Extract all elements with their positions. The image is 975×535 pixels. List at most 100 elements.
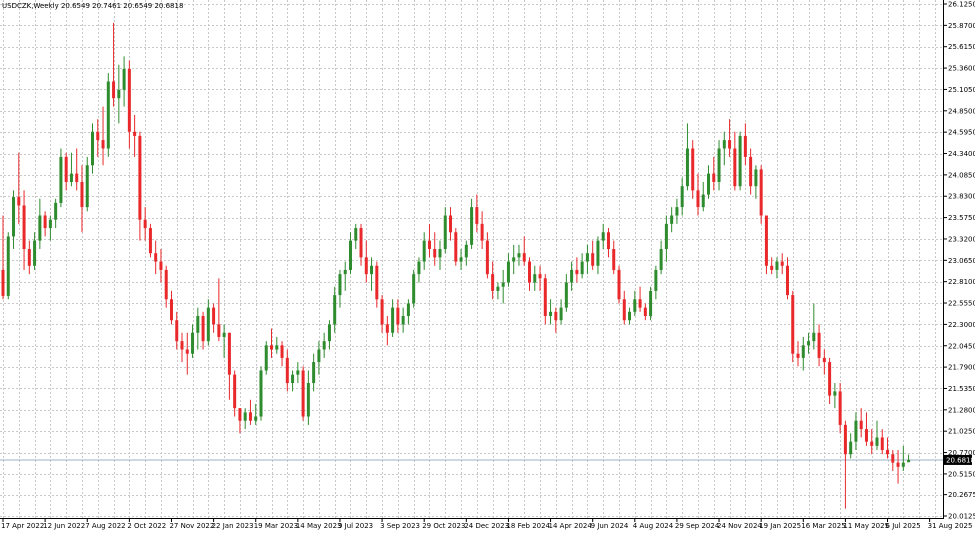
price-tick-label: 22.3000 [948,321,975,329]
candle-bearish [485,232,489,279]
candle-bearish [575,257,579,283]
candle-bullish [459,249,463,270]
candle-body [412,274,416,304]
time-tick-label: 2 Oct 2022 [127,522,166,530]
candle-body [385,324,389,333]
candle-bearish [101,106,105,166]
candle-bearish [396,299,400,333]
candle-bullish [312,353,316,392]
candle-bullish [317,341,321,375]
candle-bearish [22,190,26,270]
candle-bearish [359,223,363,266]
candle-bearish [622,290,626,325]
candle-body [785,265,789,296]
candle-bullish [117,64,121,124]
time-tick-label: 12 Jun 2022 [43,522,85,530]
candle-bullish [338,269,342,308]
candle-body [80,181,84,208]
candle-bullish [206,299,210,346]
candle-bullish [907,454,911,463]
candle-bullish [470,198,474,250]
candle-body [601,232,605,241]
candle-bearish [127,60,131,149]
candle-body [417,261,421,275]
candle-bearish [838,383,842,434]
candle-body [801,345,805,358]
candle-body [712,173,716,182]
candle-bearish [285,349,289,392]
candle-bullish [680,177,684,216]
candle-body [896,462,900,467]
candle-bearish [433,232,437,266]
candle-body [296,370,300,375]
candle-body [212,307,216,325]
candle-bullish [707,165,711,199]
candle-bearish [233,370,237,417]
candle-bearish [612,240,616,275]
candle-bearish [796,341,800,367]
candle-body [238,408,242,421]
candle-bullish [69,152,73,187]
candle-bullish [807,332,811,354]
candle-body [880,437,884,451]
candle-body [528,261,531,283]
candle-bearish [427,223,431,258]
candle-body [764,215,768,266]
candle-bullish [443,207,447,254]
candle-body [533,274,537,283]
candle-body [112,81,116,99]
candle-body [506,261,510,283]
candle-body [333,295,337,325]
candle-bearish [385,316,389,346]
candle-body [370,265,374,275]
candle-bearish [859,408,863,438]
candle-body [422,240,426,262]
candle-body [322,341,326,350]
candle-body [122,68,126,90]
candle-bullish [12,190,16,250]
time-tick-label: 24 Nov 2024 [717,522,762,530]
candle-bullish [670,207,674,233]
candle-body [459,257,463,262]
candle-bullish [775,257,779,279]
candle-bullish [628,307,632,325]
candles-layer [1,22,911,509]
candle-body [691,148,695,191]
candle-bearish [217,278,221,342]
candle-bullish [333,286,337,333]
candle-body [633,299,637,312]
candle-bullish [596,236,600,275]
candle-body [138,135,142,220]
candle-body [285,357,289,384]
candle-bearish [375,261,379,308]
candle-bullish [701,181,705,212]
candle-bullish [85,156,89,212]
price-tick-label: 23.0650 [948,257,975,265]
candle-bearish [728,119,732,157]
price-tick-label: 20.7700 [948,449,975,457]
candle-bearish [248,399,252,425]
candle-bearish [175,311,179,350]
candle-bearish [43,211,47,237]
current-price-label: 20.6818 [946,456,975,464]
time-tick-label: 22 Jan 2023 [212,522,254,530]
candle-body [222,332,226,337]
candle-bearish [112,22,116,107]
candle-bullish [506,253,510,287]
candle-bearish [591,240,595,270]
candle-body [649,290,653,317]
candle-body [496,286,500,291]
time-tick-label: 4 Aug 2024 [633,522,674,530]
candle-body [43,215,47,229]
candle-body [791,295,795,354]
candle-body [48,219,52,229]
time-tick-label: 3 Sep 2023 [380,522,420,530]
candle-bearish [759,165,763,224]
candle-body [512,257,516,262]
time-tick-label: 29 Sep 2024 [675,522,720,530]
candle-bearish [1,215,5,300]
candle-bearish [212,303,216,333]
candle-bearish [280,341,284,367]
candle-body [1,269,5,296]
